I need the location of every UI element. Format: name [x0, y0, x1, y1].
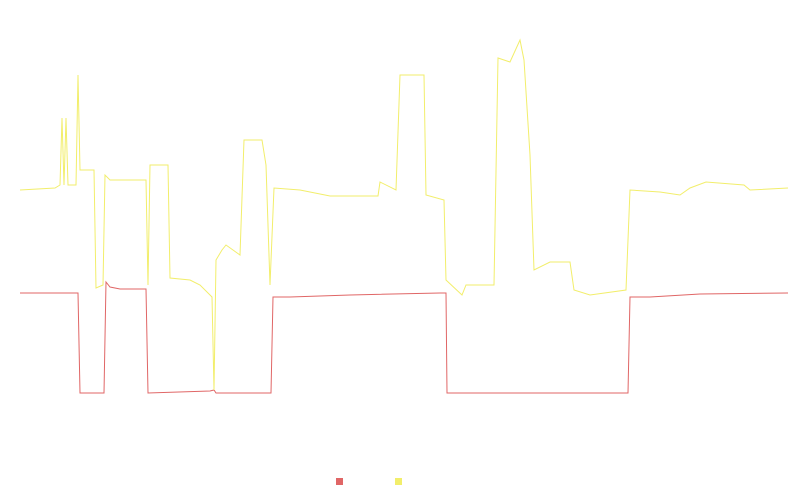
- legend-swatch: [395, 478, 402, 485]
- legend-swatch: [336, 478, 343, 485]
- series-line: [19, 38, 789, 391]
- series-line: [20, 280, 789, 394]
